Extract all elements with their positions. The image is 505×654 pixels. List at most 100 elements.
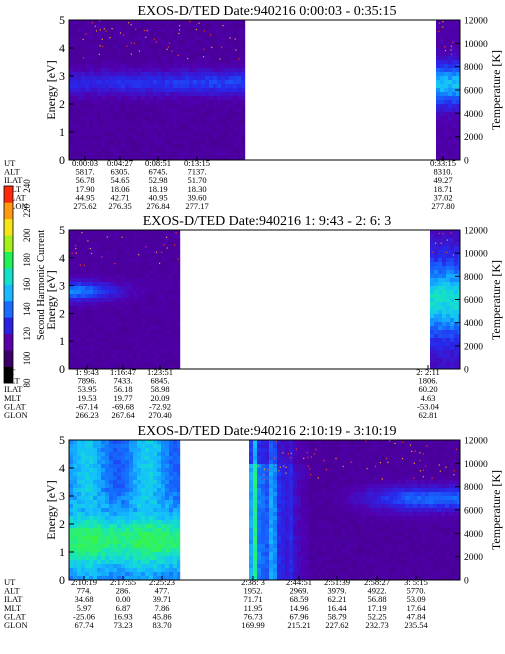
spectrogram-cell xyxy=(440,44,444,48)
orbit-value: 266.23 xyxy=(75,410,98,420)
spectrogram-cell xyxy=(81,524,85,528)
spectrogram-cell xyxy=(269,552,273,556)
spectrogram-cell xyxy=(197,104,201,108)
spectrogram-cell xyxy=(442,334,446,338)
spectrogram-cell xyxy=(309,512,313,516)
spectrogram-speck xyxy=(235,49,236,50)
spectrogram-cell xyxy=(297,564,301,568)
spectrogram-cell xyxy=(325,572,329,576)
spectrogram-cell xyxy=(181,136,185,140)
spectrogram-cell xyxy=(113,286,117,290)
spectrogram-cell xyxy=(165,132,169,136)
spectrogram-cell xyxy=(101,362,105,366)
spectrogram-cell xyxy=(169,516,173,520)
spectrogram-cell xyxy=(448,32,452,36)
spectrogram-cell xyxy=(173,524,177,528)
spectrogram-cell xyxy=(121,80,125,84)
spectrogram-cell xyxy=(149,108,153,112)
spectrogram-cell xyxy=(273,568,277,572)
spectrogram-cell xyxy=(117,362,121,366)
spectrogram-cell xyxy=(438,350,442,354)
spectrogram-cell xyxy=(181,108,185,112)
spectrogram-cell xyxy=(109,96,113,100)
spectrogram-cell xyxy=(317,516,321,520)
spectrogram-cell xyxy=(153,520,157,524)
spectrogram-cell xyxy=(289,556,293,560)
spectrogram-cell xyxy=(165,124,169,128)
spectrogram-cell xyxy=(73,472,77,476)
spectrogram-cell xyxy=(137,298,141,302)
spectrogram-cell xyxy=(105,64,109,68)
spectrogram-cell xyxy=(113,84,117,88)
spectrogram-cell xyxy=(446,254,450,258)
spectrogram-cell xyxy=(125,354,129,358)
spectrogram-cell xyxy=(225,108,229,112)
spectrogram-cell xyxy=(93,96,97,100)
spectrogram-cell xyxy=(209,92,213,96)
spectrogram-cell xyxy=(197,48,201,52)
spectrogram-cell xyxy=(93,230,97,234)
spectrogram-cell xyxy=(225,76,229,80)
spectrogram-cell xyxy=(141,520,145,524)
spectrogram-cell xyxy=(161,342,165,346)
spectrogram-cell xyxy=(161,520,165,524)
spectrogram-cell xyxy=(269,564,273,568)
spectrogram-cell xyxy=(109,306,113,310)
spectrogram-cell xyxy=(73,112,77,116)
spectrogram-cell xyxy=(225,48,229,52)
spectrogram-cell xyxy=(217,68,221,72)
spectrogram-speck xyxy=(139,50,140,51)
spectrogram-cell xyxy=(73,572,77,576)
spectrogram-cell xyxy=(257,484,261,488)
spectrogram-cell xyxy=(277,480,281,484)
spectrogram-cell xyxy=(77,318,81,322)
spectrogram-cell xyxy=(165,40,169,44)
spectrogram-cell xyxy=(77,532,81,536)
energy-tick-label: 0 xyxy=(59,362,65,376)
spectrogram-cell xyxy=(301,540,305,544)
spectrogram-speck xyxy=(177,258,178,259)
spectrogram-cell xyxy=(109,286,113,290)
spectrogram-cell xyxy=(225,56,229,60)
spectrogram-cell xyxy=(125,246,129,250)
spectrogram-cell xyxy=(81,290,85,294)
spectrogram-cell xyxy=(277,508,281,512)
spectrogram-cell xyxy=(153,572,157,576)
spectrogram-cell xyxy=(153,68,157,72)
spectrogram-cell xyxy=(125,136,129,140)
spectrogram-cell xyxy=(269,488,273,492)
spectrogram-cell xyxy=(277,548,281,552)
spectrogram-cell xyxy=(185,124,189,128)
spectrogram-cell xyxy=(225,152,229,156)
spectrogram-cell xyxy=(117,322,121,326)
spectrogram-cell xyxy=(129,254,133,258)
spectrogram-cell xyxy=(165,500,169,504)
spectrogram-cell xyxy=(97,540,101,544)
spectrogram-cell xyxy=(137,524,141,528)
spectrogram-cell xyxy=(153,140,157,144)
spectrogram-cell xyxy=(305,500,309,504)
spectrogram-cell xyxy=(101,496,105,500)
spectrogram-cell xyxy=(309,448,313,452)
spectrogram-cell xyxy=(69,318,73,322)
spectrogram-cell xyxy=(177,512,180,516)
spectrogram-cell xyxy=(221,72,225,76)
spectrogram-cell xyxy=(149,572,153,576)
spectrogram-cell xyxy=(137,310,141,314)
spectrogram-cell xyxy=(261,516,265,520)
spectrogram-cell xyxy=(125,318,129,322)
spectrogram-cell xyxy=(313,512,317,516)
spectrogram-cell xyxy=(125,64,129,68)
spectrogram-cell xyxy=(438,250,442,254)
spectrogram-cell xyxy=(69,504,73,508)
spectrogram-cell xyxy=(117,468,121,472)
spectrogram-cell xyxy=(201,20,205,24)
spectrogram-cell xyxy=(169,444,173,448)
spectrogram-cell xyxy=(289,540,293,544)
spectrogram-cell xyxy=(213,88,217,92)
spectrogram-cell xyxy=(181,76,185,80)
spectrogram-cell xyxy=(209,44,213,48)
spectrogram-cell xyxy=(169,358,173,362)
spectrogram-cell xyxy=(297,536,301,540)
